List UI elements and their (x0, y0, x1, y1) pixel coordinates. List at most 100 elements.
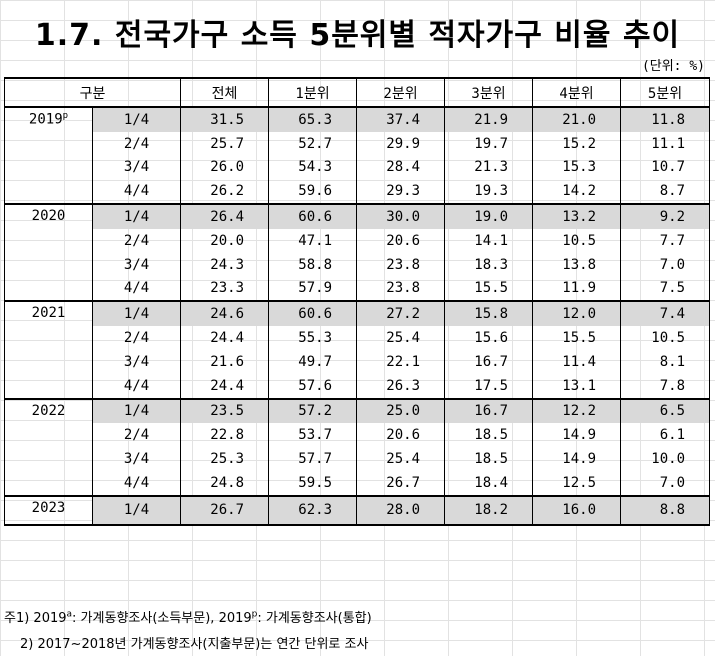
value-cell: 10.5 (620, 326, 711, 350)
table-row: 4/4 24.4 57.6 26.3 17.5 13.1 7.8 (5, 373, 711, 399)
header-row: 구분 전체 1분위 2분위 3분위 4분위 5분위 (3, 77, 711, 108)
value-cell: 11.4 (532, 349, 622, 374)
value-cell: 37.4 (356, 106, 446, 132)
value-cell: 23.8 (356, 276, 446, 302)
value-cell: 11.8 (620, 106, 711, 132)
value-cell: 26.7 (180, 494, 270, 526)
table-row: 2019p 1/4 31.5 65.3 37.4 21.9 21.0 11.8 (4, 105, 711, 205)
quarter-cell: 1/4 (91, 203, 182, 229)
value-cell: 9.2 (620, 203, 711, 229)
value-cell: 15.8 (444, 300, 534, 327)
value-cell: 22.1 (356, 349, 446, 374)
value-cell: 15.6 (444, 326, 534, 350)
header-cell: 2분위 (356, 77, 446, 108)
value-cell: 8.1 (620, 349, 711, 374)
year-cell: 2020 (4, 203, 93, 302)
value-cell: 26.4 (180, 203, 270, 229)
quarter-cell: 3/4 (91, 447, 182, 471)
value-cell: 57.6 (268, 373, 358, 399)
value-cell: 62.3 (268, 494, 358, 526)
value-cell: 28.0 (356, 494, 446, 526)
value-cell: 15.5 (444, 276, 534, 302)
value-cell: 15.2 (532, 131, 622, 156)
table-row: 3/4 25.3 57.7 25.4 18.5 14.9 10.0 (5, 447, 711, 471)
value-cell: 47.1 (268, 228, 358, 253)
value-cell: 13.2 (532, 203, 622, 229)
value-cell: 19.7 (444, 131, 534, 156)
value-cell: 18.3 (444, 252, 534, 277)
value-cell: 24.4 (180, 373, 270, 399)
value-cell: 58.8 (268, 252, 358, 277)
year-cell: 2022 (4, 397, 93, 496)
year-cell: 2019p (4, 105, 93, 205)
value-cell: 11.1 (620, 131, 711, 156)
value-cell: 18.5 (444, 423, 534, 448)
value-cell: 6.5 (620, 397, 711, 424)
value-cell: 19.0 (444, 203, 534, 229)
footnote-superscript: p (251, 609, 258, 620)
value-cell: 18.5 (444, 447, 534, 471)
value-cell: 57.9 (268, 276, 358, 302)
quarter-cell: 1/4 (91, 397, 182, 424)
header-cell: 구분 (3, 77, 182, 108)
table-row: 2/4 22.8 53.7 20.6 18.5 14.9 6.1 (5, 423, 711, 448)
value-cell: 11.9 (532, 276, 622, 302)
year-label: 2021 (31, 305, 66, 322)
value-cell: 30.0 (356, 203, 446, 229)
footnote-2: 2) 2017~2018년 가계동향조사(지출부문)는 연간 단위로 조사 (20, 637, 369, 652)
year-cell: 2023 (4, 494, 93, 526)
value-cell: 18.4 (444, 470, 534, 496)
footnote-text: : 가계동향조사(통합) (257, 611, 372, 626)
value-cell: 27.2 (356, 300, 446, 327)
value-cell: 28.4 (356, 155, 446, 180)
quarter-cell: 2/4 (91, 131, 182, 156)
value-cell: 57.7 (268, 447, 358, 471)
value-cell: 60.6 (268, 300, 358, 327)
value-cell: 25.4 (356, 326, 446, 350)
header-cell: 1분위 (268, 77, 358, 108)
value-cell: 12.2 (532, 397, 622, 424)
value-cell: 24.3 (180, 252, 270, 277)
quarter-cell: 4/4 (91, 470, 182, 496)
quarter-cell: 2/4 (91, 423, 182, 448)
value-cell: 24.6 (180, 300, 270, 327)
table-row: 2021 1/4 24.6 60.6 27.2 15.8 12.0 7.4 (4, 300, 711, 399)
value-cell: 25.4 (356, 447, 446, 471)
value-cell: 21.9 (444, 106, 534, 132)
value-cell: 25.7 (180, 131, 270, 156)
table-row: 4/4 23.3 57.9 23.8 15.5 11.9 7.5 (5, 276, 711, 302)
table-row: 2/4 20.0 47.1 20.6 14.1 10.5 7.7 (5, 228, 711, 253)
quarter-cell: 1/4 (91, 494, 182, 526)
quarter-cell: 2/4 (91, 326, 182, 350)
value-cell: 31.5 (180, 106, 270, 132)
value-cell: 8.8 (620, 494, 711, 526)
value-cell: 7.7 (620, 228, 711, 253)
unit-label: (단위: %) (641, 59, 705, 74)
quarter-cell: 4/4 (91, 179, 182, 205)
value-cell: 14.9 (532, 447, 622, 471)
value-cell: 15.3 (532, 155, 622, 180)
value-cell: 14.9 (532, 423, 622, 448)
table-row: 2/4 24.4 55.3 25.4 15.6 15.5 10.5 (5, 326, 711, 350)
value-cell: 21.0 (532, 106, 622, 132)
year-label: 2022 (31, 402, 66, 419)
value-cell: 16.7 (444, 397, 534, 424)
page-title: 1.7. 전국가구 소득 5분위별 적자가구 비율 추이 (34, 18, 681, 53)
value-cell: 6.1 (620, 423, 711, 448)
quarter-cell: 1/4 (91, 106, 182, 132)
footnote-text: 주1) 2019 (4, 611, 67, 626)
value-cell: 26.2 (180, 179, 270, 205)
table-row: 2020 1/4 26.4 60.6 30.0 19.0 13.2 9.2 (4, 203, 711, 302)
value-cell: 23.5 (180, 397, 270, 424)
value-cell: 29.9 (356, 131, 446, 156)
value-cell: 13.1 (532, 373, 622, 399)
year-label: 2020 (31, 208, 66, 225)
value-cell: 59.6 (268, 179, 358, 205)
table-row: 3/4 21.6 49.7 22.1 16.7 11.4 8.1 (5, 349, 711, 374)
value-cell: 59.5 (268, 470, 358, 496)
quarter-cell: 1/4 (91, 300, 182, 327)
value-cell: 54.3 (268, 155, 358, 180)
value-cell: 12.0 (532, 300, 622, 327)
table-row: 2023 1/4 26.7 62.3 28.0 18.2 16.0 8.8 (4, 494, 711, 526)
value-cell: 7.4 (620, 300, 711, 327)
